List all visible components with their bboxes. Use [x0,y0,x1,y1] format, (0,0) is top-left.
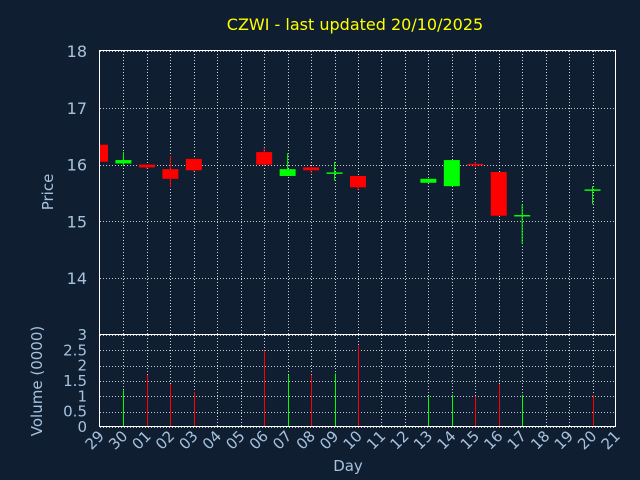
candle-body [115,160,132,164]
price-axis: 14 15 16 17 18 [67,42,87,288]
x-tick-label: 15 [457,427,483,453]
candle-body [350,175,366,188]
x-tick-label: 18 [527,427,553,453]
candle-body [256,152,273,165]
x-axis: 2930010203040506070809101112131415161718… [82,427,624,453]
candle-body [100,144,108,162]
x-tick-label: 12 [387,427,413,453]
candle-14 [443,160,460,187]
price-tick-label: 16 [67,156,87,175]
x-axis-title: Day [333,457,363,475]
price-tick-label: 18 [67,42,87,61]
price-grid [100,51,616,335]
candle-body [279,169,296,176]
candle-02 [162,156,179,188]
candle-body [420,178,437,183]
volume-tick-label: 3 [77,326,87,344]
candle-body [162,169,179,179]
x-tick-label: 09 [316,427,342,453]
candle-body [303,167,320,171]
x-tick-label: 14 [433,427,459,453]
price-plot-frame [99,50,616,335]
x-tick-label: 02 [152,427,178,453]
candle-09 [326,161,343,181]
volume-tick-label: 2.5 [63,341,87,359]
volume-plot-frame [99,334,616,427]
candle-body [138,164,155,168]
price-tick-label: 15 [67,212,87,231]
candle-10 [350,175,366,191]
x-tick-label: 04 [199,427,225,453]
volume-tick-label: 0.5 [63,403,87,421]
candle-15 [467,161,484,168]
candle-06 [256,147,273,166]
x-tick-label: 20 [574,427,600,453]
candle-16 [490,171,507,216]
x-tick-label: 17 [504,427,530,453]
x-tick-label: 03 [175,427,201,453]
x-tick-label: 30 [105,427,131,453]
volume-tick-label: 1.5 [63,372,87,390]
x-tick-label: 01 [129,427,155,453]
candle-body [490,171,507,216]
candle-body [443,160,460,187]
x-tick-label: 05 [222,427,248,453]
volume-tick-label: 0 [77,418,87,436]
x-tick-label: 06 [246,427,272,453]
x-tick-label: 07 [269,427,295,453]
candle-body [185,158,202,171]
volume-tick-label: 2 [77,357,87,375]
candle-08 [303,166,320,174]
price-tick-label: 14 [67,269,87,288]
candle-17 [514,204,531,245]
volume-tick-label: 1 [77,387,87,405]
candle-01 [138,164,155,169]
x-tick-label: 13 [410,427,436,453]
x-tick-label: 16 [480,427,506,453]
volume-axis: 00.511.522.53 [63,326,87,436]
x-tick-label: 19 [551,427,577,453]
price-tick-label: 17 [67,99,87,118]
candle-29 [99,144,108,162]
x-tick-label: 11 [363,427,389,453]
volume-axis-title: Volume (0000) [28,326,46,436]
candle-20 [584,186,601,205]
x-tick-label: 21 [598,427,624,453]
candle-07 [279,153,296,176]
chart-title: CZWI - last updated 20/10/2025 [227,15,483,34]
x-tick-label: 08 [293,427,319,453]
x-tick-label: 10 [340,427,366,453]
candle-13 [420,178,437,183]
price-axis-title: Price [39,174,57,211]
candles [99,144,601,245]
candle-30 [115,152,132,167]
candle-03 [185,158,202,172]
volume-bars [123,345,594,427]
